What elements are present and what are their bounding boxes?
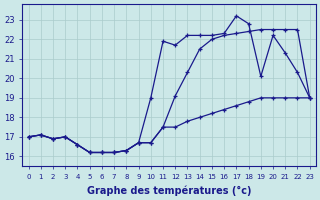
X-axis label: Graphe des températures (°c): Graphe des températures (°c) xyxy=(87,185,252,196)
